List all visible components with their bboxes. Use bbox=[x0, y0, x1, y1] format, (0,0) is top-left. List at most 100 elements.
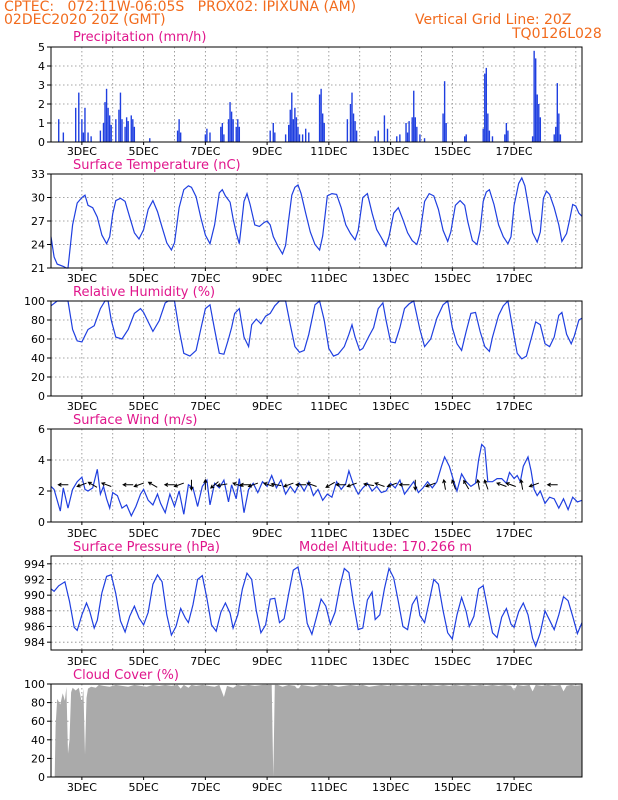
rh-xtick-label: 5DEC bbox=[129, 400, 159, 413]
wind-xtick-label: 17DEC bbox=[496, 527, 533, 540]
precip-bar bbox=[539, 117, 542, 142]
precip-bar bbox=[536, 94, 538, 142]
precip-bar bbox=[374, 136, 376, 142]
temp-xtick-label: 11DEC bbox=[310, 272, 347, 285]
wind-direction-arrow bbox=[87, 481, 98, 488]
cloud-ytick-label: 20 bbox=[31, 752, 45, 765]
precip-bar bbox=[237, 119, 239, 142]
precip-bar bbox=[229, 102, 231, 142]
precip-frame bbox=[50, 46, 583, 143]
wind-direction-arrow bbox=[283, 482, 294, 488]
temp-frame bbox=[50, 173, 583, 269]
temp-xtick-label: 13DEC bbox=[372, 272, 409, 285]
cloud-ytick-label: 40 bbox=[31, 734, 45, 747]
pres-xtick-label: 9DEC bbox=[252, 655, 282, 668]
rh-ytick-label: 20 bbox=[31, 371, 45, 384]
precip-bar bbox=[538, 104, 540, 142]
precip-bar bbox=[419, 134, 421, 142]
pres-ytick-label: 990 bbox=[24, 589, 45, 602]
precip-bar bbox=[82, 132, 85, 142]
precip-bar bbox=[272, 123, 274, 142]
precip-bar bbox=[297, 126, 299, 142]
pres-ytick-label: 992 bbox=[24, 574, 45, 587]
precip-bar bbox=[58, 119, 60, 142]
cloud-xtick-label: 15DEC bbox=[434, 781, 471, 794]
precip-bar bbox=[133, 126, 136, 142]
precip-bar bbox=[119, 92, 122, 142]
rh-ytick-label: 100 bbox=[24, 295, 45, 308]
precip-bar bbox=[386, 128, 389, 142]
precip-bar bbox=[414, 117, 416, 142]
temp-ytick-label: 24 bbox=[31, 239, 45, 252]
precip-bar bbox=[209, 132, 211, 142]
precip-bar bbox=[118, 109, 120, 142]
precip-bar bbox=[105, 88, 108, 142]
precip-xtick-label: 3DEC bbox=[67, 145, 97, 158]
precip-bar bbox=[411, 117, 413, 142]
cloud-frame bbox=[50, 683, 583, 778]
precip-bar bbox=[269, 130, 271, 142]
temp-ytick-label: 33 bbox=[31, 168, 45, 181]
cloud-ytick-label: 60 bbox=[31, 715, 45, 728]
wind-direction-arrow bbox=[295, 482, 307, 487]
precip-bar bbox=[505, 123, 508, 142]
precip-bar bbox=[295, 117, 298, 142]
precip-bar bbox=[555, 126, 557, 142]
wind-direction-arrow bbox=[262, 482, 274, 487]
temp-title: Surface Temperature (nC) bbox=[73, 158, 241, 173]
header-station: CPTEC: 072:11W-06:05S PROX02: IPIXUNA (A… bbox=[4, 0, 357, 15]
precip-bar bbox=[351, 92, 353, 142]
wind-direction-arrow bbox=[335, 482, 347, 487]
wind-ytick-label: 4 bbox=[38, 454, 45, 467]
precip-bar bbox=[408, 121, 410, 142]
pres-ytick-label: 984 bbox=[24, 636, 45, 649]
rh-xtick-label: 3DEC bbox=[67, 400, 97, 413]
temp-xtick-label: 7DEC bbox=[190, 272, 220, 285]
precip-bar bbox=[87, 132, 89, 142]
precip-ytick-label: 5 bbox=[38, 41, 45, 54]
precip-bar bbox=[504, 134, 506, 142]
wind-direction-arrow bbox=[100, 482, 112, 487]
wind-ytick-label: 6 bbox=[38, 423, 45, 436]
wind-direction-arrow bbox=[203, 478, 208, 490]
precip-xtick-label: 7DEC bbox=[190, 145, 220, 158]
wind-direction-arrow bbox=[325, 481, 335, 488]
pres-ytick-label: 994 bbox=[24, 558, 45, 571]
temp-ytick-label: 30 bbox=[31, 192, 45, 205]
precip-bar bbox=[346, 119, 349, 142]
rh-xtick-label: 17DEC bbox=[496, 400, 533, 413]
precip-bar bbox=[291, 92, 293, 142]
rh-xtick-label: 15DEC bbox=[434, 400, 471, 413]
pres-ytick-label: 988 bbox=[24, 605, 45, 618]
precip-ytick-label: 3 bbox=[38, 79, 45, 92]
precip-bar bbox=[230, 111, 233, 142]
header-run-time: 02DEC2020 20Z (GMT) bbox=[4, 12, 166, 28]
precip-bar bbox=[220, 126, 222, 142]
precip-bar bbox=[465, 134, 467, 142]
wind-direction-arrow bbox=[232, 482, 243, 487]
precip-bar bbox=[121, 119, 123, 142]
pres-title: Surface Pressure (hPa) bbox=[73, 540, 220, 555]
precip-bar bbox=[127, 121, 129, 142]
precip-bar bbox=[396, 136, 398, 142]
wind-direction-arrow bbox=[374, 482, 385, 487]
wind-xtick-label: 5DEC bbox=[129, 527, 159, 540]
rh-xtick-label: 13DEC bbox=[372, 400, 409, 413]
precip-bar bbox=[531, 136, 534, 142]
wind-direction-arrow bbox=[496, 482, 507, 487]
temp-xtick-label: 5DEC bbox=[129, 272, 159, 285]
cloud-title: Cloud Cover (%) bbox=[73, 668, 179, 683]
precip-bar bbox=[227, 119, 230, 142]
wind-title: Surface Wind (m/s) bbox=[73, 413, 197, 428]
precip-ytick-label: 0 bbox=[38, 136, 45, 149]
temp-xtick-label: 15DEC bbox=[434, 272, 471, 285]
precip-bar bbox=[206, 128, 208, 142]
wind-ytick-label: 0 bbox=[38, 516, 45, 529]
precip-bar bbox=[108, 115, 111, 142]
wind-direction-arrow bbox=[122, 482, 134, 487]
wind-direction-arrow bbox=[483, 479, 489, 490]
precip-bar bbox=[321, 113, 324, 142]
precip-bar bbox=[235, 126, 237, 142]
precip-xtick-label: 15DEC bbox=[434, 145, 471, 158]
precip-bar bbox=[482, 128, 484, 142]
